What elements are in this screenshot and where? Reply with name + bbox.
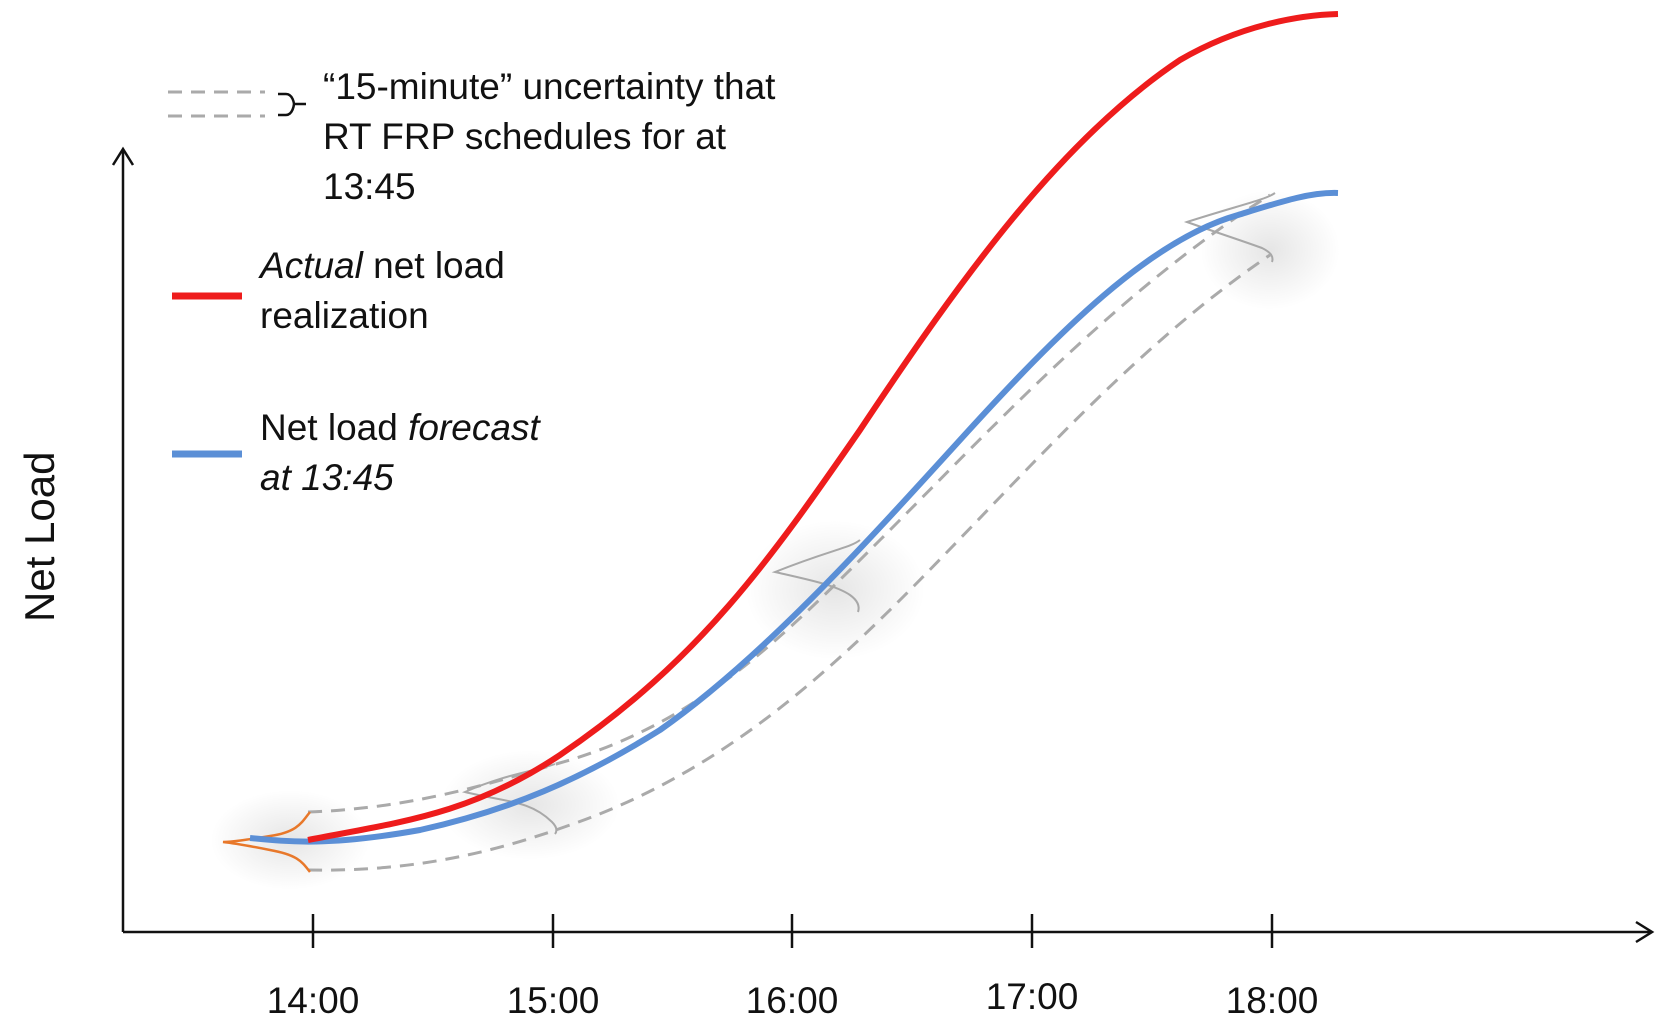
legend-actual-text: Actual net load realization bbox=[260, 241, 505, 341]
initial-distribution-curve bbox=[222, 811, 311, 873]
legend-forecast-italic: forecast bbox=[408, 407, 540, 448]
distribution-curve-2 bbox=[461, 763, 558, 835]
uncertainty-band-lower bbox=[307, 253, 1271, 872]
distribution-shade-3 bbox=[745, 520, 925, 660]
x-tick-label: 16:00 bbox=[745, 980, 839, 1021]
x-tick-label: 14:00 bbox=[266, 980, 360, 1021]
legend-band-line1: “15-minute” uncertainty that bbox=[323, 66, 776, 107]
legend-forecast-line2: at 13:45 bbox=[260, 453, 540, 503]
legend-brace-icon bbox=[278, 92, 306, 117]
legend-band-text: “15-minute” uncertainty that RT FRP sche… bbox=[323, 62, 775, 212]
legend-forecast-line2-text: at 13:45 bbox=[260, 457, 394, 498]
distribution-curve-3 bbox=[771, 539, 861, 613]
forecast-line bbox=[249, 189, 1339, 845]
legend-forecast-line1: Net load forecast bbox=[260, 403, 540, 453]
legend-band-line3: 13:45 bbox=[323, 166, 416, 207]
x-tick-label: 15:00 bbox=[506, 980, 600, 1021]
x-tick-label: 18:00 bbox=[1225, 980, 1319, 1021]
distribution-curve-4 bbox=[1183, 192, 1276, 263]
y-axis-label: Net Load bbox=[16, 451, 63, 622]
x-axis-arrow bbox=[1635, 920, 1655, 944]
actual-line bbox=[307, 11, 1339, 843]
legend-forecast-text: Net load forecast at 13:45 bbox=[260, 403, 540, 503]
legend-actual-italic: Actual bbox=[260, 245, 363, 286]
legend-forecast-plain: Net load bbox=[260, 407, 409, 448]
legend-band-line2: RT FRP schedules for at bbox=[323, 116, 727, 157]
legend-actual-line2: realization bbox=[260, 295, 429, 336]
x-tick-label: 17:00 bbox=[985, 976, 1079, 1017]
legend-actual-line1: Actual net load bbox=[260, 241, 505, 291]
legend-actual-rest: net load bbox=[362, 245, 505, 286]
y-axis-arrow bbox=[111, 146, 135, 166]
